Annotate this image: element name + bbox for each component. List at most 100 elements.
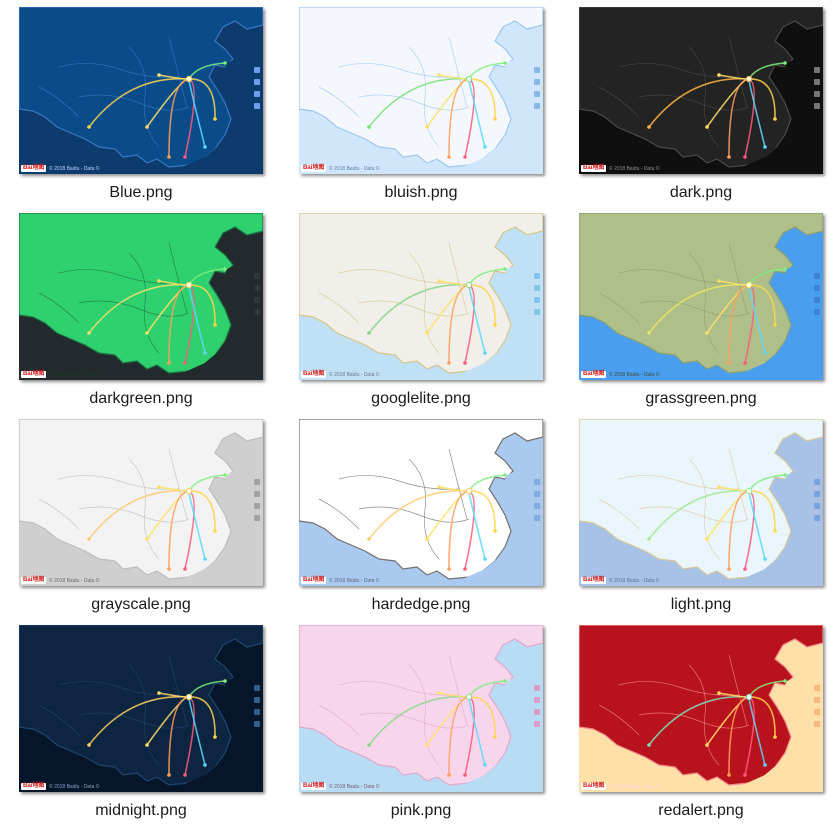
migration-route-line <box>88 489 190 540</box>
file-name-label[interactable]: hardedge.png <box>371 596 471 613</box>
file-name-label[interactable]: grayscale.png <box>91 596 191 613</box>
map-sea <box>449 253 543 380</box>
province-border <box>448 654 468 726</box>
map-attribution: © 2018 Baidu - Data © <box>609 578 660 584</box>
province-border <box>318 704 360 736</box>
migration-route-line <box>168 490 190 570</box>
province-border <box>38 498 80 530</box>
file-item[interactable]: Bai地图 © 2018 Baidu - Data © grayscale.png <box>19 419 267 619</box>
province-border <box>38 704 80 736</box>
city-marker <box>183 567 187 571</box>
map-preview <box>579 419 823 586</box>
province-border <box>58 475 180 490</box>
map-controls <box>534 67 540 115</box>
city-marker <box>727 155 731 159</box>
province-border <box>618 63 740 78</box>
file-name-label[interactable]: grassgreen.png <box>645 390 757 407</box>
file-name-label[interactable]: darkgreen.png <box>89 390 193 407</box>
map-control-icon <box>534 685 540 691</box>
city-marker <box>437 279 441 283</box>
file-name-label[interactable]: Blue.png <box>109 184 173 201</box>
file-item[interactable]: Bai地图 © 2018 Baidu - Data © midnight.png <box>19 625 267 825</box>
file-item[interactable]: Bai地图 © 2018 Baidu - Data © hardedge.png <box>299 419 547 619</box>
city-marker <box>647 331 651 335</box>
city-marker <box>463 155 467 159</box>
hub-city-marker <box>185 693 193 701</box>
province-border <box>168 242 188 314</box>
city-marker <box>425 331 429 335</box>
map-preview <box>299 213 543 380</box>
file-name-label[interactable]: pink.png <box>390 802 452 819</box>
migration-route-line <box>748 696 776 738</box>
baidu-map-logo: Bai地图 <box>301 371 327 378</box>
province-border <box>638 506 750 523</box>
migration-route-line <box>88 77 190 128</box>
map-control-icon <box>534 79 540 85</box>
file-item[interactable]: Bai地图 © 2018 Baidu - Data © googlelite.png <box>299 213 547 413</box>
city-marker <box>783 473 787 477</box>
province-border <box>358 300 470 317</box>
city-marker <box>647 125 651 129</box>
file-name-label[interactable]: dark.png <box>669 184 733 201</box>
file-thumbnail[interactable]: Bai地图 © 2018 Baidu - Data © <box>299 7 543 174</box>
migration-route-line <box>648 489 750 540</box>
file-thumbnail[interactable]: Bai地图 © 2018 Baidu - Data © <box>579 625 823 792</box>
migration-route-line <box>168 284 190 364</box>
province-border <box>128 252 160 354</box>
file-item[interactable]: Bai地图 © 2018 Baidu - Data © pink.png <box>299 625 547 825</box>
migration-route-line <box>468 696 496 738</box>
file-thumbnail[interactable]: Bai地图 © 2018 Baidu - Data © <box>299 213 543 380</box>
city-marker <box>717 279 721 283</box>
file-item[interactable]: Bai地图 © 2018 Baidu - Data © darkgreen.png <box>19 213 267 413</box>
file-thumbnail[interactable]: Bai地图 © 2018 Baidu - Data © <box>579 7 823 174</box>
hub-city-marker <box>465 75 473 83</box>
province-border <box>58 681 180 696</box>
province-border <box>638 712 750 729</box>
file-item[interactable]: Bai地图 © 2018 Baidu - Data © dark.png <box>579 7 827 207</box>
map-control-icon <box>814 285 820 291</box>
file-item[interactable]: Bai地图 © 2018 Baidu - Data © light.png <box>579 419 827 619</box>
file-thumbnail[interactable]: Bai地图 © 2018 Baidu - Data © <box>579 213 823 380</box>
map-control-icon <box>534 515 540 521</box>
city-marker <box>763 351 767 355</box>
city-marker <box>647 743 651 747</box>
file-item[interactable]: Bai地图 © 2018 Baidu - Data © bluish.png <box>299 7 547 207</box>
file-thumbnail[interactable]: Bai地图 © 2018 Baidu - Data © <box>19 7 263 174</box>
baidu-map-logo: Bai地图 <box>21 165 47 172</box>
file-thumbnail[interactable]: Bai地图 © 2018 Baidu - Data © <box>19 625 263 792</box>
city-marker <box>647 537 651 541</box>
file-item[interactable]: Bai地图 © 2018 Baidu - Data © grassgreen.png <box>579 213 827 413</box>
file-thumbnail[interactable]: Bai地图 © 2018 Baidu - Data © <box>579 419 823 586</box>
file-name-label[interactable]: googlelite.png <box>371 390 471 407</box>
city-marker <box>167 567 171 571</box>
file-item[interactable]: Bai地图 © 2018 Baidu - Data © Blue.png <box>19 7 267 207</box>
map-control-icon <box>254 491 260 497</box>
map-sea <box>729 253 823 380</box>
file-item[interactable]: Bai地图 © 2018 Baidu - Data © redalert.png <box>579 625 827 825</box>
file-name-label[interactable]: redalert.png <box>658 802 744 819</box>
file-thumbnail[interactable]: Bai地图 © 2018 Baidu - Data © <box>19 419 263 586</box>
city-marker <box>483 763 487 767</box>
map-preview <box>299 7 543 174</box>
map-sea <box>449 459 543 586</box>
city-marker <box>425 125 429 129</box>
map-preview <box>19 419 263 586</box>
migration-route-line <box>748 78 776 120</box>
map-sea <box>449 665 543 792</box>
map-attribution: © 2018 Baidu - Data © <box>329 578 380 584</box>
baidu-map-logo: Bai地图 <box>301 165 327 172</box>
file-thumbnail[interactable]: Bai地图 © 2018 Baidu - Data © <box>299 625 543 792</box>
migration-route-line <box>448 284 470 364</box>
province-border <box>598 86 640 118</box>
file-name-label[interactable]: midnight.png <box>95 802 187 819</box>
file-name-label[interactable]: light.png <box>670 596 732 613</box>
file-thumbnail[interactable]: Bai地图 © 2018 Baidu - Data © <box>19 213 263 380</box>
city-marker <box>437 691 441 695</box>
file-name-label[interactable]: bluish.png <box>384 184 458 201</box>
migration-route-line <box>368 283 470 334</box>
city-marker <box>773 735 777 739</box>
city-marker <box>223 473 227 477</box>
map-controls <box>254 67 260 115</box>
city-marker <box>367 743 371 747</box>
file-thumbnail[interactable]: Bai地图 © 2018 Baidu - Data © <box>299 419 543 586</box>
